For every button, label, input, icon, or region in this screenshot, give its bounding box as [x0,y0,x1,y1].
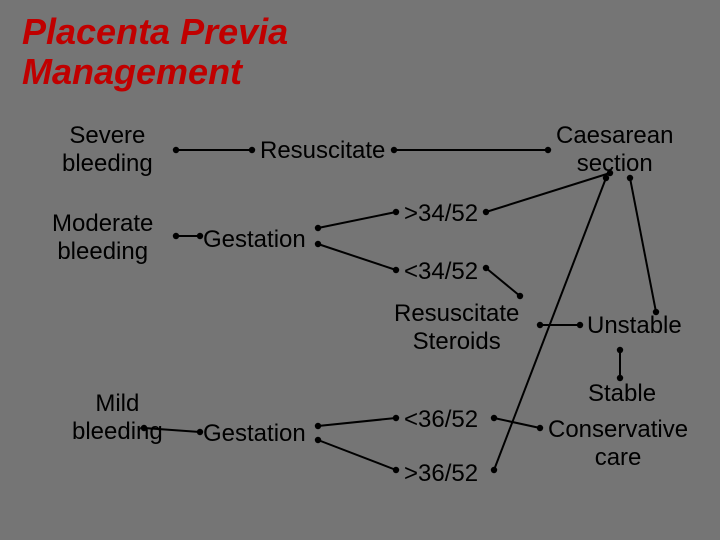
node-caesarean-section: Caesarean section [556,122,673,177]
node-mild-bleeding: Mild bleeding [72,390,163,445]
title-line-1: Placenta Previa [22,12,288,52]
node-moderate-bleeding: Moderate bleeding [52,210,153,265]
node-stable: Stable [588,380,656,408]
node-gestation-2: Gestation [203,420,306,448]
node-gestation-1: Gestation [203,226,306,254]
page-title: Placenta Previa Management [22,12,288,91]
node-conservative-care: Conservative care [548,416,688,471]
node-unstable: Unstable [587,312,682,340]
node-resuscitate-steroids: Resuscitate Steroids [394,300,519,355]
title-line-2: Management [22,52,288,92]
node-lt-34-52: <34/52 [404,258,478,286]
node-lt-36-52: <36/52 [404,406,478,434]
node-gt-36-52: >36/52 [404,460,478,488]
node-gt-34-52: >34/52 [404,200,478,228]
node-severe-bleeding: Severe bleeding [62,122,153,177]
node-resuscitate: Resuscitate [260,137,385,165]
